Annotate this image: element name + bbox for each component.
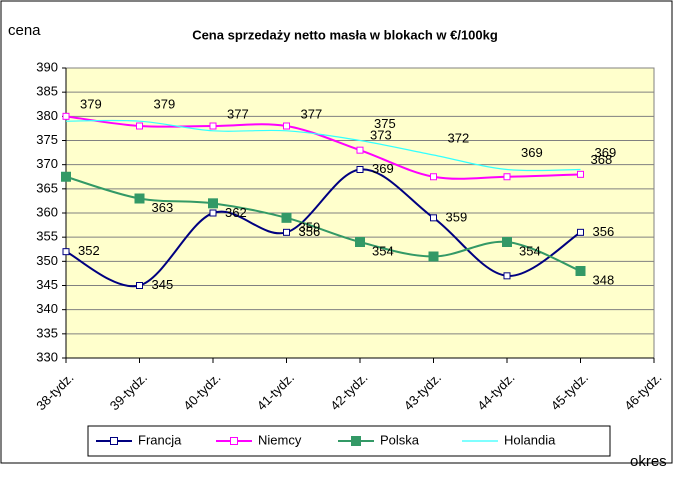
- data-label: 354: [372, 243, 394, 258]
- data-point: [428, 251, 439, 262]
- data-point: [356, 166, 364, 173]
- y-tick-label: 385: [36, 84, 58, 99]
- data-point: [503, 173, 511, 181]
- data-point: [62, 112, 70, 120]
- data-point: [61, 171, 71, 182]
- data-label: 359: [446, 209, 468, 224]
- legend-label: Holandia: [504, 432, 556, 447]
- legend-marker: [230, 437, 238, 445]
- data-point: [577, 170, 584, 178]
- data-label: 362: [225, 205, 247, 220]
- y-tick-label: 380: [36, 108, 58, 123]
- legend-label: Polska: [380, 432, 420, 447]
- y-tick-label: 345: [36, 277, 58, 292]
- data-label: 369: [521, 145, 543, 160]
- data-point: [283, 228, 290, 236]
- y-tick-label: 365: [36, 180, 58, 195]
- data-point: [430, 214, 437, 222]
- data-label: 363: [152, 200, 174, 215]
- data-point: [502, 237, 512, 247]
- data-label: 348: [593, 272, 615, 287]
- data-label: 379: [154, 97, 176, 112]
- data-label: 377: [301, 106, 323, 121]
- data-label: 354: [519, 243, 541, 258]
- x-axis-label: okres: [630, 453, 667, 470]
- series-line: [65, 168, 582, 288]
- data-point: [62, 248, 70, 256]
- y-tick-label: 335: [36, 325, 58, 340]
- data-point: [208, 198, 218, 209]
- data-point: [136, 122, 143, 130]
- data-label: 377: [227, 106, 249, 121]
- data-point: [355, 237, 365, 247]
- y-tick-label: 375: [36, 132, 58, 147]
- data-point: [136, 282, 143, 289]
- y-tick-label: 360: [36, 204, 58, 219]
- data-label: 373: [370, 128, 392, 143]
- data-label: 379: [80, 97, 102, 112]
- y-tick-label: 355: [36, 229, 58, 244]
- data-label: 369: [372, 161, 394, 176]
- data-point: [575, 266, 586, 276]
- series-line: [65, 115, 581, 180]
- legend-marker: [110, 437, 118, 445]
- data-point: [209, 209, 217, 217]
- data-point: [209, 122, 217, 130]
- data-point: [503, 272, 511, 280]
- legend-label: Niemcy: [258, 432, 302, 447]
- data-point: [430, 173, 437, 181]
- series-line: [65, 175, 581, 272]
- legend-label: Francja: [138, 432, 182, 447]
- legend-marker: [351, 436, 361, 446]
- data-label: 375: [374, 116, 396, 131]
- y-tick-label: 340: [36, 301, 58, 316]
- data-label: 356: [593, 224, 615, 239]
- y-tick-label: 350: [36, 253, 58, 268]
- y-tick-label: 330: [36, 349, 58, 364]
- data-point: [134, 193, 145, 204]
- series-line: [65, 119, 581, 172]
- data-point: [356, 146, 364, 154]
- data-point: [283, 122, 290, 130]
- y-axis-label: cena: [8, 22, 41, 39]
- data-label: 352: [78, 243, 100, 258]
- y-tick-label: 390: [36, 59, 58, 74]
- chart-title: Cena sprzedaży netto masła w blokach w €…: [192, 27, 498, 42]
- data-point: [281, 212, 292, 223]
- data-label: 359: [299, 219, 321, 234]
- y-tick-label: 370: [36, 156, 58, 171]
- legend: Francja Niemcy Polska Holandia: [87, 425, 611, 457]
- data-point: [577, 228, 584, 236]
- data-label: 368: [591, 152, 613, 167]
- data-label: 345: [152, 277, 174, 292]
- data-label: 372: [448, 130, 470, 145]
- data-label: 369: [595, 145, 617, 160]
